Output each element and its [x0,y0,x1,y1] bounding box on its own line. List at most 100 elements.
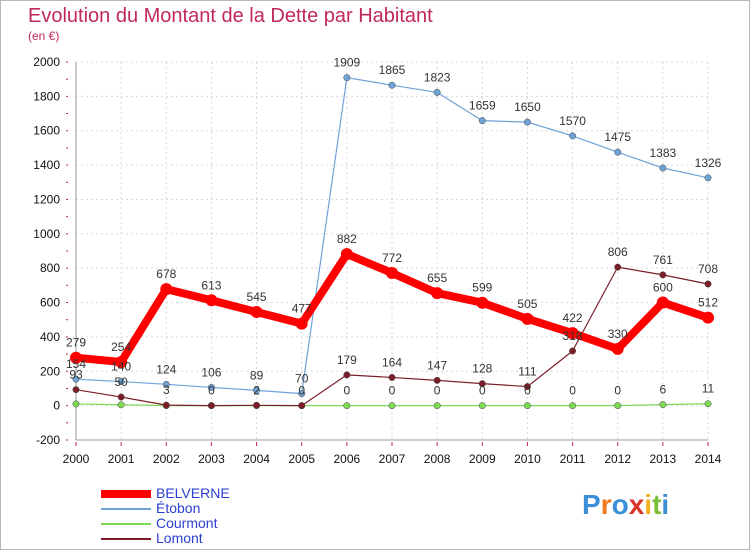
data-label-lomont: 318 [563,329,583,343]
data-label-belverne: 254 [111,340,131,354]
data-label-tobon: 70 [295,372,309,386]
data-label-belverne: 655 [427,271,447,285]
proxiti-logo: Proxiti [582,489,669,521]
data-label-belverne: 599 [472,281,492,295]
y-tick-label: 1600 [33,124,60,138]
data-label-belverne: 330 [608,327,628,341]
data-point-belverne [295,317,308,330]
data-label-tobon: 89 [250,368,264,382]
data-label-lomont: 179 [337,353,357,367]
data-point-lomont [253,401,261,409]
data-point-lomont [298,402,306,410]
data-point-belverne [656,296,669,309]
x-tick-label: 2003 [198,452,225,466]
data-point-tobon [253,386,261,394]
legend-swatch [101,538,151,540]
data-point-belverne [205,294,218,307]
logo-letter: i [661,489,670,520]
data-label-belverne: 422 [563,311,583,325]
data-point-belverne [476,296,489,309]
x-tick-label: 2004 [243,452,270,466]
x-tick-label: 2000 [63,452,90,466]
data-point-tobon [569,132,577,140]
data-label-tobon: 1570 [559,114,586,128]
legend-swatch [101,490,151,498]
data-point-lomont [117,393,125,401]
data-point-lomont [388,374,396,381]
data-point-lomont [343,371,351,379]
data-point-belverne [521,312,534,325]
y-tick-label: 1400 [33,158,60,172]
data-label-courmont: 0 [569,384,576,398]
data-label-tobon: 1865 [379,63,406,77]
y-tick-label: -200 [36,433,60,447]
data-label-lomont: 708 [698,262,718,276]
data-label-tobon: 154 [66,357,86,371]
x-tick-label: 2001 [108,452,135,466]
data-point-lomont [659,271,667,279]
data-point-courmont [117,401,125,409]
data-point-belverne [431,287,444,300]
data-label-belverne: 678 [156,267,176,281]
legend-label: BELVERNE [156,485,230,501]
data-point-lomont [162,401,170,409]
data-point-tobon [298,390,306,398]
data-label-belverne: 545 [247,290,267,304]
legend-swatch [101,523,151,525]
data-label-tobon: 1659 [469,99,496,113]
data-point-belverne [566,327,579,340]
data-point-tobon [614,148,622,156]
logo-letter: x [628,489,645,520]
data-point-lomont [614,263,622,271]
data-label-belverne: 477 [292,302,312,316]
data-point-courmont [659,401,667,409]
x-tick-label: 2013 [650,452,677,466]
data-point-courmont [478,402,486,410]
data-point-tobon [478,117,486,125]
y-tick-label: 800 [40,261,60,275]
chart-subtitle: (en €) [28,29,60,43]
data-point-belverne [160,283,173,296]
data-label-tobon: 140 [111,360,131,374]
data-point-belverne [250,305,263,318]
data-point-tobon [207,383,215,391]
x-tick-label: 2008 [424,452,451,466]
data-label-courmont: 0 [524,384,531,398]
x-tick-label: 2005 [288,452,315,466]
y-tick-label: 600 [40,296,60,310]
data-point-lomont [523,383,531,391]
data-label-lomont: 0 [208,384,215,398]
logo-letter: t [652,489,662,520]
data-label-courmont: 0 [434,384,441,398]
x-tick-label: 2011 [560,452,586,466]
y-tick-label: 2000 [33,55,60,69]
data-point-tobon [388,81,396,89]
data-label-tobon: 1383 [650,146,677,160]
data-point-courmont [433,402,441,410]
data-label-lomont: 164 [382,355,402,369]
data-point-courmont [614,402,622,410]
logo-letter: o [611,489,629,520]
data-point-tobon [117,378,125,386]
data-point-courmont [569,402,577,410]
data-point-tobon [433,88,441,96]
legend-swatch [101,508,151,510]
data-point-tobon [523,118,531,126]
data-label-belverne: 600 [653,281,673,295]
data-label-tobon: 1326 [695,156,722,170]
data-label-belverne: 279 [66,336,86,350]
data-point-belverne [386,266,398,279]
y-tick-label: 0 [53,399,60,413]
logo-letter: P [582,489,601,520]
data-label-courmont: 6 [660,383,667,397]
data-label-tobon: 106 [201,365,221,379]
data-label-lomont: 761 [653,253,673,267]
data-point-courmont [343,402,351,410]
data-point-tobon [343,74,351,82]
x-tick-label: 2012 [604,452,631,466]
data-point-lomont [72,386,80,394]
data-point-belverne [611,342,624,355]
data-label-lomont: 128 [472,362,492,376]
data-label-tobon: 124 [156,362,176,376]
